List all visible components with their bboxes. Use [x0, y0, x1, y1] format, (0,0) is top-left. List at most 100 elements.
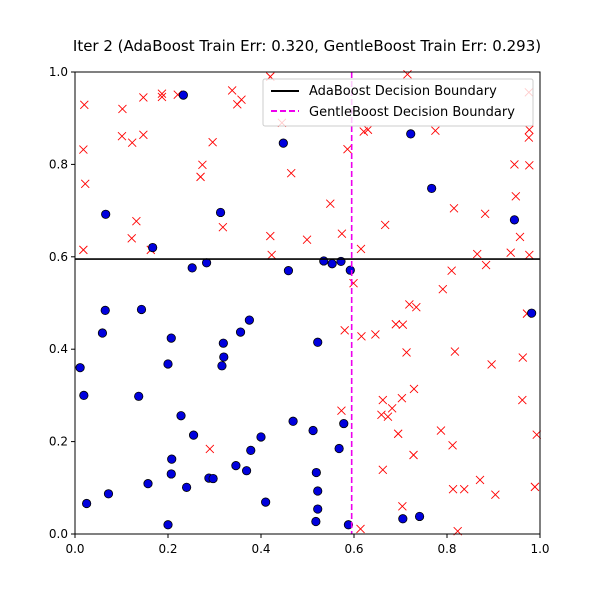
- circle-point: [187, 263, 197, 273]
- cross-stroke: [302, 235, 312, 245]
- legend: AdaBoost Decision Boundary GentleBoost D…: [262, 78, 534, 127]
- cross-point: [356, 244, 366, 254]
- circle-point: [339, 418, 349, 429]
- circle-point: [215, 207, 226, 218]
- cross-stroke: [359, 127, 369, 136]
- cross-point: [139, 93, 148, 102]
- cross-point: [302, 235, 312, 245]
- cross-point: [205, 444, 215, 454]
- circle-point: [246, 445, 256, 455]
- legend-label-gentle: GentleBoost Decision Boundary: [309, 105, 515, 120]
- circle-point: [244, 315, 254, 325]
- cross-stroke: [515, 232, 525, 242]
- circle-point: [345, 265, 355, 275]
- cross-stroke: [383, 412, 393, 421]
- cross-stroke: [127, 138, 137, 148]
- cross-stroke: [79, 145, 88, 154]
- circle-point: [163, 520, 173, 530]
- cross-point: [127, 138, 137, 148]
- cross-stroke: [371, 330, 380, 339]
- cross-point: [448, 484, 458, 494]
- cross-stroke: [510, 160, 519, 169]
- cross-stroke: [157, 89, 167, 99]
- circle-point: [167, 454, 177, 464]
- circle-point: [261, 497, 271, 507]
- circle-point: [219, 352, 229, 362]
- circle-point: [82, 498, 92, 509]
- cross-point: [157, 92, 167, 102]
- cross-stroke: [398, 501, 407, 511]
- cross-point: [357, 331, 366, 341]
- cross-point: [378, 465, 388, 475]
- cross-point: [398, 501, 407, 511]
- cross-stroke: [218, 222, 228, 232]
- circle-point: [311, 467, 321, 478]
- cross-stroke: [237, 95, 246, 105]
- cross-point: [371, 330, 380, 339]
- cross-stroke: [532, 430, 542, 439]
- cross-stroke: [340, 325, 350, 335]
- cross-point: [518, 353, 528, 362]
- cross-stroke: [208, 137, 217, 147]
- cross-stroke: [387, 404, 397, 413]
- cross-stroke: [448, 484, 458, 494]
- circle-point: [256, 432, 266, 442]
- circle-point: [327, 259, 337, 269]
- cross-point: [387, 404, 397, 413]
- cross-point: [431, 126, 440, 135]
- cross-point: [402, 348, 411, 357]
- cross-stroke: [491, 490, 500, 500]
- cross-point: [118, 104, 127, 114]
- circle-point: [100, 305, 110, 315]
- cross-point: [491, 490, 500, 500]
- cross-stroke: [356, 524, 365, 534]
- cross-point: [132, 216, 141, 226]
- cross-point: [532, 430, 542, 439]
- circle-point: [414, 511, 425, 522]
- cross-point: [378, 395, 388, 405]
- circle-point: [313, 337, 323, 347]
- cross-stroke: [80, 179, 90, 189]
- circle-point: [103, 489, 114, 499]
- circle-point: [163, 359, 173, 369]
- circle-point: [134, 391, 144, 401]
- cross-stroke: [398, 320, 408, 330]
- cross-point: [511, 191, 521, 201]
- circle-point: [509, 215, 520, 225]
- circle-point: [427, 183, 437, 194]
- cross-stroke: [449, 203, 459, 213]
- cross-point: [411, 302, 421, 312]
- cross-point: [391, 319, 401, 329]
- cross-point: [79, 100, 89, 110]
- circle-point: [136, 304, 147, 315]
- cross-point: [530, 482, 540, 492]
- x-axis: 0.0 0.2 0.4 0.6 0.8 1.0: [65, 534, 550, 556]
- cross-stroke: [472, 249, 482, 259]
- cross-stroke: [227, 86, 237, 95]
- cross-point: [475, 475, 485, 485]
- cross-point: [436, 426, 446, 435]
- circle-point: [176, 411, 186, 421]
- cross-stroke: [530, 482, 540, 492]
- axes-frame: [74, 71, 541, 535]
- legend-box: [262, 78, 534, 127]
- cross-point: [524, 161, 534, 170]
- cross-point: [196, 172, 205, 182]
- cross-point: [487, 360, 496, 369]
- cross-stroke: [198, 160, 207, 170]
- cross-stroke: [337, 406, 346, 415]
- y-tick-label: 0.6: [49, 250, 68, 264]
- cross-stroke: [480, 209, 490, 219]
- cross-stroke: [378, 465, 388, 475]
- cross-point: [377, 410, 386, 420]
- cross-point: [227, 86, 237, 95]
- cross-stroke: [139, 93, 148, 102]
- cross-point: [447, 266, 456, 275]
- cross-stroke: [157, 92, 167, 102]
- cross-stroke: [524, 161, 534, 170]
- cross-stroke: [118, 104, 127, 114]
- cross-point: [198, 160, 207, 170]
- cross-stroke: [132, 216, 141, 226]
- cross-point: [80, 179, 90, 189]
- cross-point: [79, 245, 88, 255]
